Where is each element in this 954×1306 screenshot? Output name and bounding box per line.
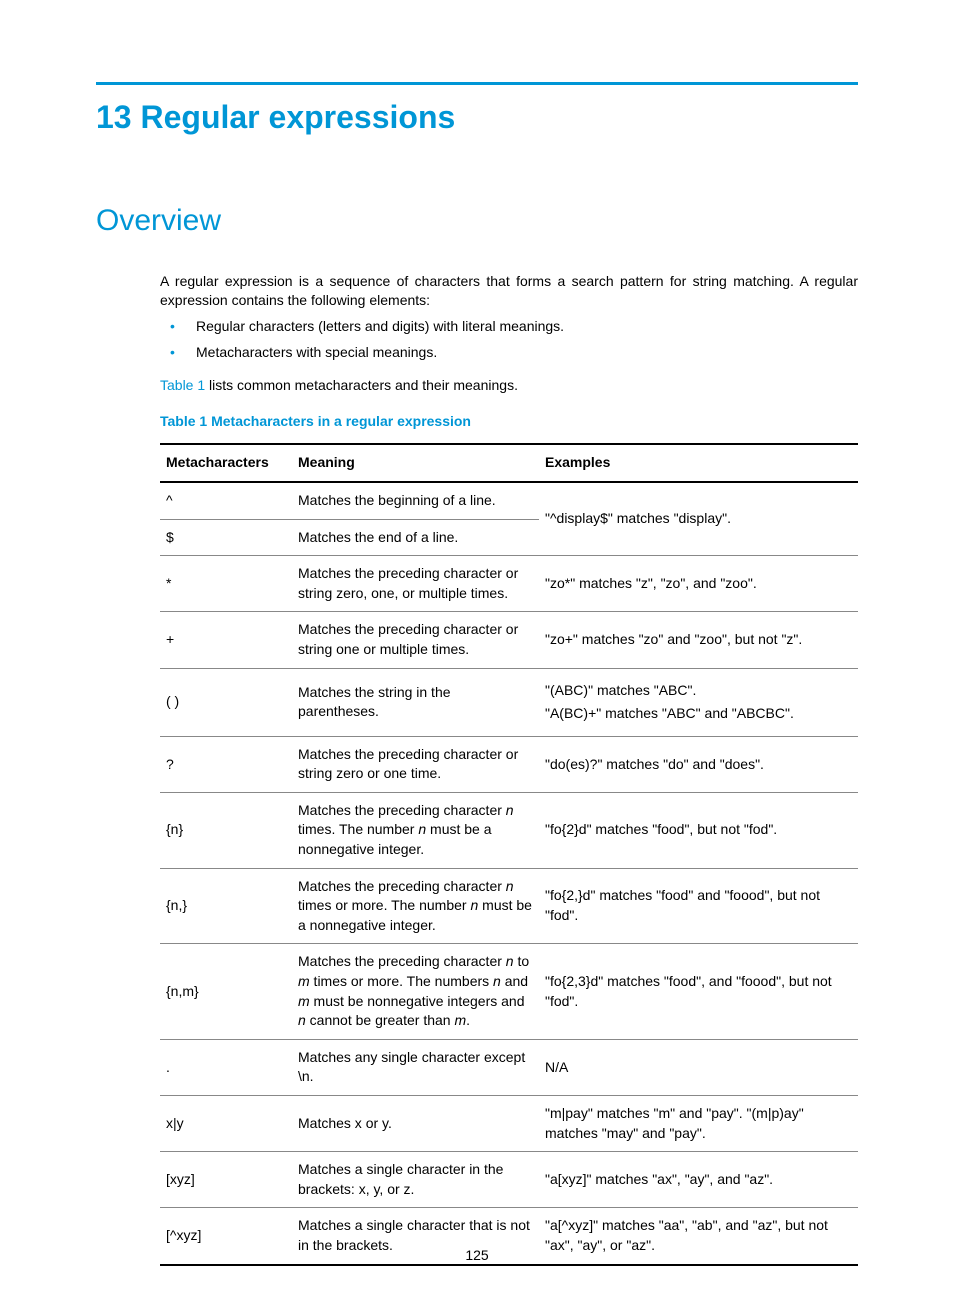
cell-meaning: Matches the string in the parentheses.	[292, 668, 539, 736]
italic-m: m	[298, 993, 310, 1009]
table-row: [xyz] Matches a single character in the …	[160, 1152, 858, 1208]
cell-example: "a[xyz]" matches "ax", "ay", and "az".	[539, 1152, 858, 1208]
cell-example: "zo+" matches "zo" and "zoo", but not "z…	[539, 612, 858, 668]
table-row: x|y Matches x or y. "m|pay" matches "m" …	[160, 1096, 858, 1152]
italic-n: n	[506, 878, 514, 894]
table-ref-para: Table 1 lists common metacharacters and …	[160, 376, 858, 396]
table-row: {n} Matches the preceding character n ti…	[160, 792, 858, 868]
italic-m: m	[298, 973, 310, 989]
table-header-row: Metacharacters Meaning Examples	[160, 444, 858, 482]
italic-m: m	[454, 1012, 466, 1028]
text-fragment: to	[514, 953, 530, 969]
text-fragment: Matches the preceding character	[298, 953, 506, 969]
cell-char: ?	[160, 736, 292, 792]
cell-meaning: Matches a single character in the bracke…	[292, 1152, 539, 1208]
cell-example: "(ABC)" matches "ABC". "A(BC)+" matches …	[539, 668, 858, 736]
text-fragment: Matches the preceding character	[298, 802, 506, 818]
col-examples: Examples	[539, 444, 858, 482]
intro-para: A regular expression is a sequence of ch…	[160, 272, 858, 311]
text-fragment: cannot be greater than	[306, 1012, 455, 1028]
cell-char: .	[160, 1039, 292, 1095]
text-fragment: must be nonnegative integers and	[310, 993, 525, 1009]
text-fragment: times or more. The numbers	[310, 973, 493, 989]
cell-meaning: Matches the preceding character n to m t…	[292, 944, 539, 1039]
section-title: Overview	[96, 200, 858, 242]
table-ref-link[interactable]: Table 1	[160, 377, 205, 393]
cell-example: "m|pay" matches "m" and "pay". "(m|p)ay"…	[539, 1096, 858, 1152]
cell-char: *	[160, 556, 292, 612]
italic-n: n	[506, 802, 514, 818]
cell-example: "zo*" matches "z", "zo", and "zoo".	[539, 556, 858, 612]
paren-example-1: "(ABC)" matches "ABC".	[545, 681, 852, 701]
table-row: * Matches the preceding character or str…	[160, 556, 858, 612]
cell-char: ( )	[160, 668, 292, 736]
cell-meaning: Matches the preceding character or strin…	[292, 612, 539, 668]
italic-n: n	[298, 1012, 306, 1028]
text-fragment: times. The number	[298, 821, 418, 837]
cell-meaning: Matches the preceding character n times …	[292, 868, 539, 944]
table-row: ( ) Matches the string in the parenthese…	[160, 668, 858, 736]
italic-n: n	[506, 953, 514, 969]
cell-char: x|y	[160, 1096, 292, 1152]
cell-char: +	[160, 612, 292, 668]
table-ref-text: lists common metacharacters and their me…	[205, 377, 518, 393]
cell-example: "fo{2}d" matches "food", but not "fod".	[539, 792, 858, 868]
paren-example-2: "A(BC)+" matches "ABC" and "ABCBC".	[545, 704, 852, 724]
col-metacharacters: Metacharacters	[160, 444, 292, 482]
text-fragment: Matches the preceding character	[298, 878, 506, 894]
cell-meaning: Matches any single character except \n.	[292, 1039, 539, 1095]
document-page: 13 Regular expressions Overview A regula…	[0, 0, 954, 1306]
table-row: . Matches any single character except \n…	[160, 1039, 858, 1095]
bullet-list: Regular characters (letters and digits) …	[160, 317, 858, 362]
cell-example: "fo{2,3}d" matches "food", and "foood", …	[539, 944, 858, 1039]
italic-n: n	[493, 973, 501, 989]
text-fragment: and	[501, 973, 528, 989]
top-rule	[96, 82, 858, 85]
table-caption: Table 1 Metacharacters in a regular expr…	[160, 412, 858, 432]
cell-example: "^display$" matches "display".	[539, 482, 858, 556]
table-row: {n,} Matches the preceding character n t…	[160, 868, 858, 944]
cell-char: {n,}	[160, 868, 292, 944]
italic-n: n	[418, 821, 426, 837]
cell-example: "fo{2,}d" matches "food" and "foood", bu…	[539, 868, 858, 944]
body-content: A regular expression is a sequence of ch…	[160, 272, 858, 1266]
bullet-item: Regular characters (letters and digits) …	[160, 317, 858, 337]
bullet-item: Metacharacters with special meanings.	[160, 343, 858, 363]
text-fragment: times or more. The number	[298, 897, 470, 913]
text-fragment: .	[466, 1012, 470, 1028]
col-meaning: Meaning	[292, 444, 539, 482]
cell-char: {n}	[160, 792, 292, 868]
cell-char: ^	[160, 482, 292, 519]
cell-char: $	[160, 519, 292, 556]
table-row: ^ Matches the beginning of a line. "^dis…	[160, 482, 858, 519]
cell-meaning: Matches the preceding character or strin…	[292, 556, 539, 612]
table-row: {n,m} Matches the preceding character n …	[160, 944, 858, 1039]
metacharacters-table: Metacharacters Meaning Examples ^ Matche…	[160, 443, 858, 1265]
cell-meaning: Matches the end of a line.	[292, 519, 539, 556]
cell-char: {n,m}	[160, 944, 292, 1039]
cell-meaning: Matches the preceding character n times.…	[292, 792, 539, 868]
table-row: ? Matches the preceding character or str…	[160, 736, 858, 792]
cell-example: "do(es)?" matches "do" and "does".	[539, 736, 858, 792]
chapter-title: 13 Regular expressions	[96, 95, 858, 140]
cell-example: N/A	[539, 1039, 858, 1095]
cell-meaning: Matches the preceding character or strin…	[292, 736, 539, 792]
cell-meaning: Matches x or y.	[292, 1096, 539, 1152]
table-row: + Matches the preceding character or str…	[160, 612, 858, 668]
cell-char: [xyz]	[160, 1152, 292, 1208]
page-number: 125	[0, 1246, 954, 1266]
cell-meaning: Matches the beginning of a line.	[292, 482, 539, 519]
